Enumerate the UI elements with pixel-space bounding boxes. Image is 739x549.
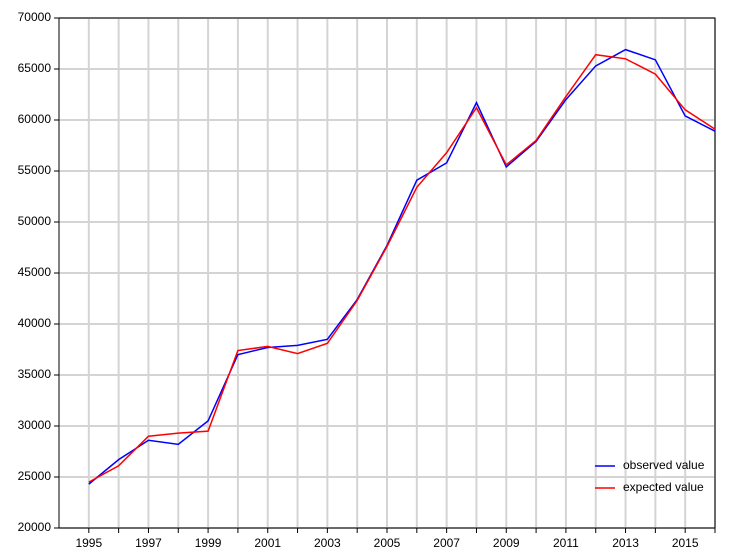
x-tick-label: 2001 [254, 536, 281, 549]
data-line [88, 53, 716, 483]
y-tick-label: 40000 [18, 316, 52, 330]
y-tick-label: 20000 [18, 520, 52, 534]
x-tick-label: 2013 [612, 536, 639, 549]
x-tick-label: 1999 [195, 536, 222, 549]
x-tick-label: 2007 [433, 536, 460, 549]
data-line [88, 48, 716, 485]
x-tick-label: 1997 [135, 536, 162, 549]
legend-label: observed value [623, 458, 705, 472]
y-tick-label: 60000 [18, 112, 52, 126]
y-tick-label: 45000 [18, 265, 52, 279]
x-tick-label: 1995 [75, 536, 102, 549]
x-tick-label: 2011 [553, 536, 579, 549]
legend-label: expected value [623, 480, 704, 494]
x-tick-label: 2015 [672, 536, 699, 549]
x-tick-label: 2005 [374, 536, 401, 549]
y-tick-label: 35000 [18, 367, 52, 381]
y-tick-label: 25000 [18, 469, 52, 483]
y-tick-label: 55000 [18, 163, 52, 177]
y-tick-label: 70000 [18, 10, 52, 24]
y-tick-label: 50000 [18, 214, 52, 228]
x-tick-label: 2003 [314, 536, 341, 549]
x-tick-label: 2009 [493, 536, 520, 549]
y-tick-label: 30000 [18, 418, 52, 432]
y-tick-label: 65000 [18, 61, 52, 75]
